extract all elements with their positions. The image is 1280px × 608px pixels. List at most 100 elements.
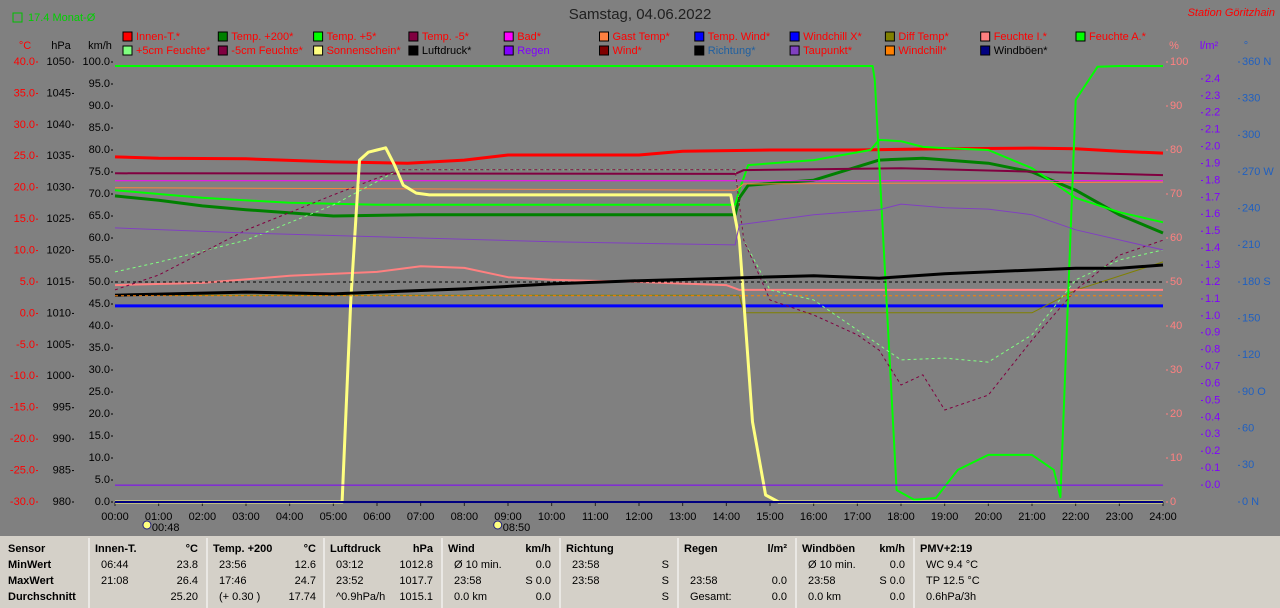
group-unit: km/h	[525, 543, 551, 555]
legend-swatch	[789, 45, 800, 56]
legend-label: Richtung*	[708, 45, 756, 57]
cell-label: ^0.9hPa/h	[336, 591, 385, 603]
cell-value: 1015.1	[399, 591, 433, 603]
legend-label: Windchill X*	[803, 31, 862, 43]
y-tick-label: 10	[1170, 452, 1182, 464]
y-tick-label: -20.0	[10, 433, 35, 445]
group-title: Regen	[684, 543, 718, 555]
month-average: 17.4 Monat-Ø	[28, 12, 96, 24]
y-tick-label: 30	[1242, 459, 1254, 471]
group-title: Innen-T.	[95, 543, 137, 555]
y-tick-label: 35.0	[89, 342, 110, 354]
chart-title: Samstag, 04.06.2022	[569, 6, 712, 23]
cell-value: S 0.0	[879, 575, 905, 587]
legend-label: Temp. Wind*	[708, 31, 771, 43]
legend-swatch	[503, 45, 514, 56]
y-tick-label: 15.0	[89, 430, 110, 442]
y-tick-label: 2.4	[1205, 73, 1220, 85]
y-tick-label: 5.0	[20, 276, 35, 288]
axis-unit: l/m²	[1200, 40, 1219, 52]
legend-label: Windchill*	[898, 45, 947, 57]
cell-label: 03:12	[336, 559, 364, 571]
y-tick-label: 60	[1242, 423, 1254, 435]
series-line	[114, 203, 1164, 251]
y-tick-label: 1025	[47, 213, 71, 225]
series-line	[115, 146, 1163, 504]
legend-label: Feuchte I.*	[994, 31, 1048, 43]
y-tick-label: 1.5	[1205, 225, 1220, 237]
y-tick-label: 1005	[47, 339, 71, 351]
y-tick-label: 1010	[47, 307, 71, 319]
cell-value: 26.4	[177, 575, 198, 587]
y-tick-label: 2.1	[1205, 124, 1220, 136]
y-tick-label: 0.0	[1205, 479, 1220, 491]
group-title: Windböen	[802, 543, 855, 555]
group-title: PMV+2:19	[920, 543, 972, 555]
cell-value: 1012.8	[399, 559, 433, 571]
y-tick-label: 30.0	[14, 119, 35, 131]
legend-label: Innen-T.*	[136, 31, 181, 43]
cell-label: Ø 10 min.	[808, 559, 856, 571]
y-tick-label: 0.3	[1205, 428, 1220, 440]
y-tick-label: 50.0	[89, 276, 110, 288]
y-tick-label: 995	[53, 402, 71, 414]
legend-label: Bad*	[517, 31, 542, 43]
y-tick-label: 1015	[47, 276, 71, 288]
axis-unit: km/h	[88, 40, 112, 52]
row-label: MinWert	[8, 559, 52, 571]
x-tick-label: 02:00	[189, 511, 217, 523]
cell-value: 0.0	[890, 591, 905, 603]
y-tick-label: 90.0	[89, 100, 110, 112]
legend-label: Feuchte A.*	[1089, 31, 1147, 43]
cell-value: 0.0	[536, 559, 551, 571]
y-tick-label: 360 N	[1242, 56, 1271, 68]
y-tick-label: 0.4	[1205, 411, 1220, 423]
series-line	[114, 169, 1164, 363]
cell-value: S	[662, 591, 669, 603]
x-tick-label: 18:00	[887, 511, 915, 523]
y-tick-label: 240	[1242, 203, 1260, 215]
y-tick-label: 40.0	[14, 56, 35, 68]
y-tick-label: 0 N	[1242, 496, 1259, 508]
legend-label: +5cm Feuchte*	[136, 45, 211, 57]
x-tick-label: 14:00	[713, 511, 741, 523]
y-tick-label: 60.0	[89, 232, 110, 244]
y-tick-label: 85.0	[89, 122, 110, 134]
y-tick-label: 1.3	[1205, 259, 1220, 271]
y-tick-label: 0.5	[1205, 394, 1220, 406]
y-tick-label: -10.0	[10, 370, 35, 382]
cell-label: TP 12.5 °C	[926, 575, 980, 587]
cell-label: 23:56	[219, 559, 247, 571]
y-tick-label: 210	[1242, 239, 1260, 251]
y-tick-label: 0.2	[1205, 445, 1220, 457]
y-tick-label: 15.0	[14, 213, 35, 225]
cell-value: S	[662, 575, 669, 587]
x-tick-label: 05:00	[320, 511, 348, 523]
cell-label: Ø 10 min.	[454, 559, 502, 571]
series-line	[114, 156, 1164, 235]
y-tick-label: 70.0	[89, 188, 110, 200]
row-label: MaxWert	[8, 575, 54, 587]
legend-label: Regen	[517, 45, 549, 57]
y-tick-label: 20	[1170, 408, 1182, 420]
legend-swatch	[980, 45, 991, 56]
cell-value: S 0.0	[525, 575, 551, 587]
x-tick-label: 13:00	[669, 511, 697, 523]
legend-label: Temp. +200*	[231, 31, 294, 43]
group-unit: °C	[186, 543, 198, 555]
y-tick-label: 20.0	[14, 182, 35, 194]
y-tick-label: 1035	[47, 150, 71, 162]
cell-label: 23:58	[454, 575, 482, 587]
legend-swatch	[122, 45, 133, 56]
y-tick-label: 1.6	[1205, 208, 1220, 220]
x-tick-label: 24:00	[1149, 511, 1177, 523]
x-tick-label: 15:00	[756, 511, 784, 523]
y-tick-label: 180 S	[1242, 276, 1271, 288]
x-tick-label: 16:00	[800, 511, 828, 523]
month-icon	[12, 12, 23, 23]
y-tick-label: 40.0	[89, 320, 110, 332]
x-tick-label: 06:00	[363, 511, 391, 523]
y-tick-label: 0.9	[1205, 327, 1220, 339]
legend-label: Luftdruck*	[422, 45, 472, 57]
